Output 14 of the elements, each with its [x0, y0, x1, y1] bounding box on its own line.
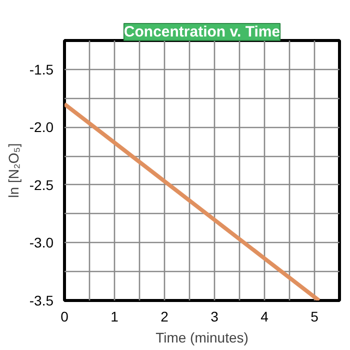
y-tick-label: -1.5	[29, 61, 54, 78]
y-tick-label: -2.0	[29, 119, 54, 136]
y-tick-label: -2.5	[29, 176, 54, 193]
x-tick-label: 1	[110, 308, 119, 324]
x-tick-label: 5	[310, 308, 319, 324]
x-tick-label: 0	[60, 308, 69, 324]
x-axis-title: Time (minutes)	[156, 330, 248, 346]
x-tick-label: 2	[160, 308, 169, 324]
x-tick-label: 4	[260, 308, 269, 324]
y-tick-label: -3.0	[29, 234, 54, 251]
y-tick-label: -3.5	[29, 292, 54, 308]
chart-title: Concentration v. Time	[124, 24, 280, 40]
y-axis-title: ln [N₂O₅]	[5, 143, 22, 198]
x-tick-label: 3	[210, 308, 219, 324]
